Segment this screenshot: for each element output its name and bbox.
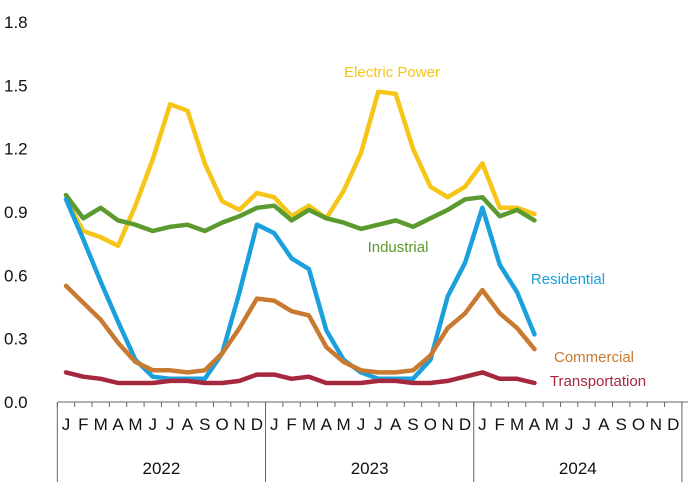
x-month-label: J <box>478 415 487 434</box>
series-line-commercial <box>63 283 537 375</box>
x-month-label: J <box>582 415 591 434</box>
x-month-label: M <box>510 415 524 434</box>
x-month-label: S <box>407 415 418 434</box>
series-label-transportation: Transportation <box>550 373 646 390</box>
x-month-label: M <box>545 415 559 434</box>
x-month-label: O <box>424 415 437 434</box>
series-label-electric-power: Electric Power <box>344 64 440 81</box>
x-month-label: S <box>199 415 210 434</box>
x-year-label: 2022 <box>143 459 181 478</box>
x-month-label: J <box>374 415 383 434</box>
x-month-label: A <box>112 415 124 434</box>
series-line-electric-power <box>63 89 537 249</box>
y-tick-label: 1.2 <box>4 140 28 159</box>
series-lines <box>63 89 537 386</box>
x-month-label: O <box>216 415 229 434</box>
x-month-label: J <box>565 415 574 434</box>
x-month-label: M <box>94 415 108 434</box>
series-label-residential: Residential <box>531 271 605 288</box>
series-labels: Electric Power Industrial Residential Comme… <box>344 64 646 390</box>
x-month-label: J <box>149 415 158 434</box>
x-month-label: J <box>270 415 279 434</box>
series-line-transportation <box>63 370 537 386</box>
x-month-label: M <box>128 415 142 434</box>
x-month-label: S <box>616 415 627 434</box>
x-month-label: F <box>495 415 505 434</box>
x-year-label: 2024 <box>559 459 597 478</box>
x-year-label: 2023 <box>351 459 389 478</box>
x-month-label: N <box>233 415 245 434</box>
x-month-label: N <box>650 415 662 434</box>
y-tick-label: 1.8 <box>4 13 28 32</box>
x-month-label: A <box>529 415 541 434</box>
x-month-label: A <box>390 415 402 434</box>
y-tick-label: 0.9 <box>4 203 28 222</box>
x-month-label: D <box>667 415 679 434</box>
x-month-label: M <box>302 415 316 434</box>
x-month-label: F <box>286 415 296 434</box>
series-line-industrial <box>63 192 537 234</box>
x-month-label: D <box>251 415 263 434</box>
axes: 0.00.30.60.91.21.51.8J F M A M J J A S O N D J F M A M J J… <box>4 13 688 482</box>
x-month-label: A <box>182 415 194 434</box>
x-month-label: J <box>357 415 366 434</box>
y-tick-label: 1.5 <box>4 76 28 95</box>
y-tick-label: 0.0 <box>4 393 28 412</box>
x-month-label: M <box>337 415 351 434</box>
x-month-label: A <box>321 415 333 434</box>
x-month-label: J <box>62 415 71 434</box>
series-label-industrial: Industrial <box>368 239 429 256</box>
x-month-label: A <box>598 415 610 434</box>
x-month-label: F <box>78 415 88 434</box>
series-label-commercial: Commercial <box>554 349 634 366</box>
x-month-label: N <box>442 415 454 434</box>
x-month-label: J <box>166 415 175 434</box>
y-tick-label: 0.6 <box>4 266 28 285</box>
x-month-label: D <box>459 415 471 434</box>
x-month-label: O <box>632 415 645 434</box>
y-tick-label: 0.3 <box>4 330 28 349</box>
